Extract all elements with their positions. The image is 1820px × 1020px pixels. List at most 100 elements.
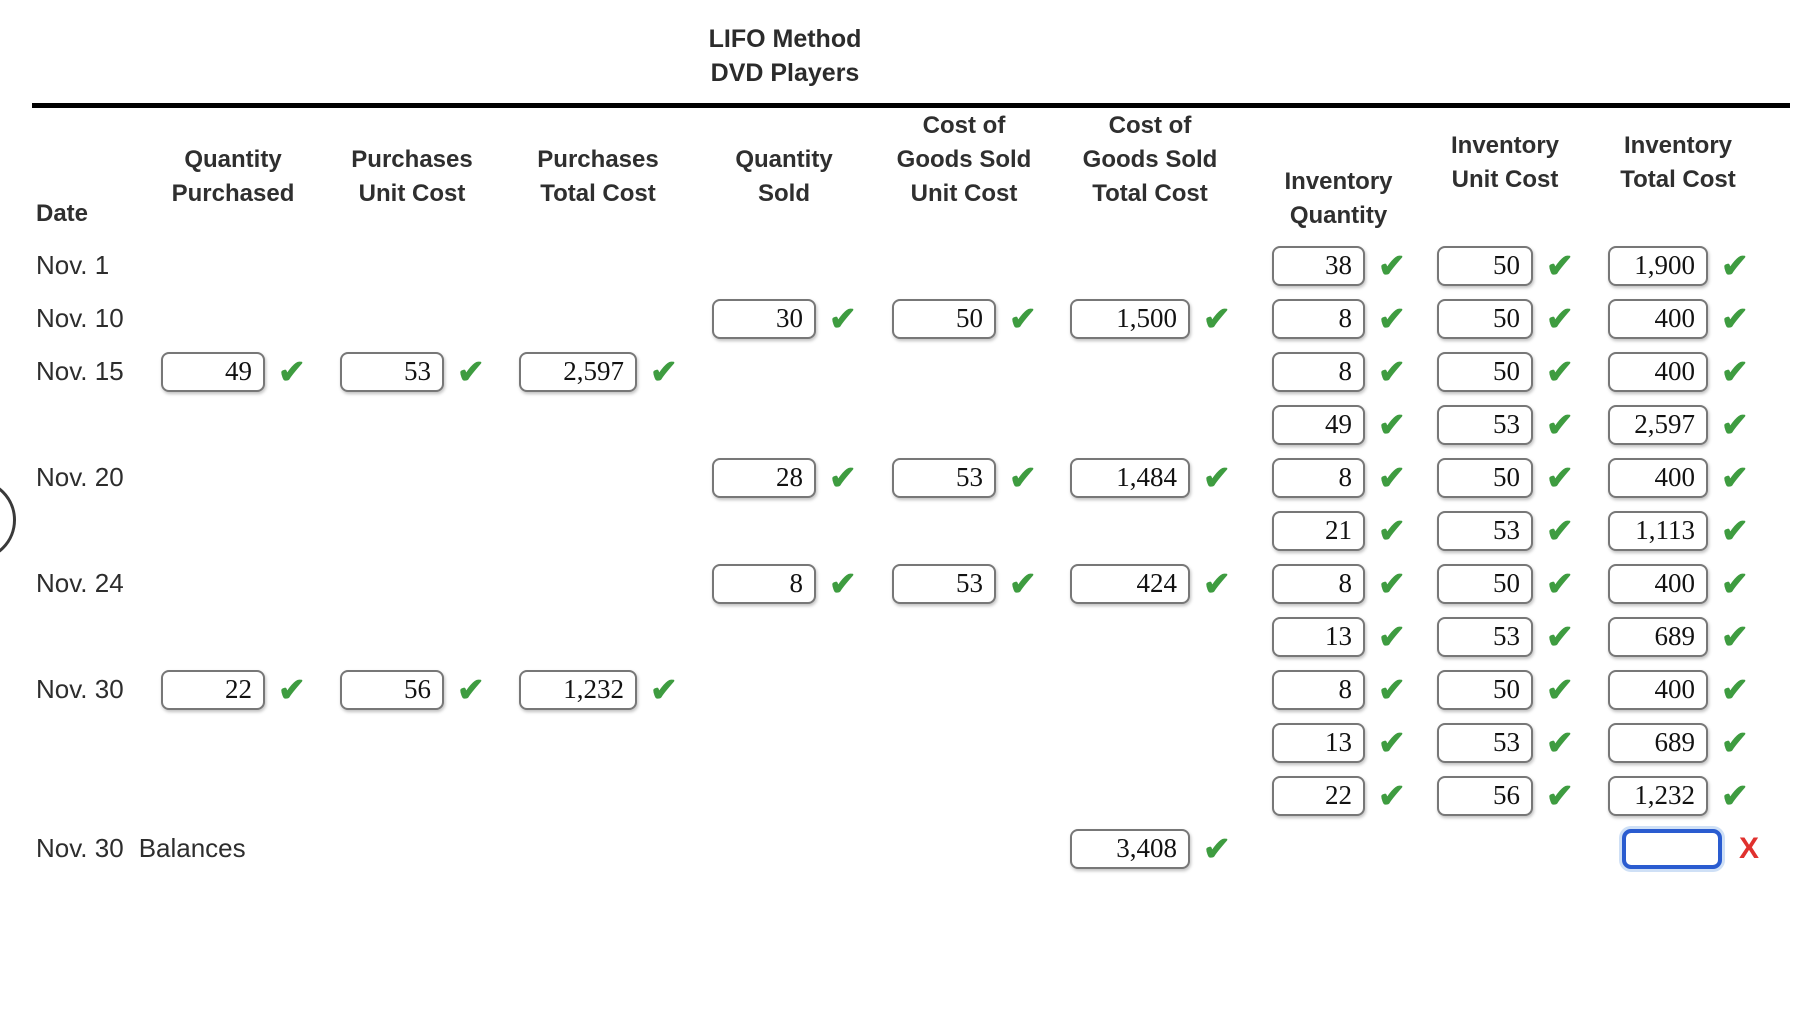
column-header-inventory-unit-cost: Inventory Unit Cost [1450, 132, 1560, 193]
column-header-date: Date [36, 200, 89, 227]
inventory-quantity-input[interactable]: 8 [1272, 563, 1365, 604]
table-row: Nov. 15 49 ✔ 53 ✔ 2,597 ✔ 8 ✔ 50 ✔ 400 ✔ [0, 345, 1820, 398]
inventory-quantity-input[interactable]: 13 [1272, 722, 1365, 763]
table-row: Nov. 30 22 ✔ 56 ✔ 1,232 ✔ 8 ✔ 50 ✔ 400 ✔ [0, 663, 1820, 716]
column-header-cogs-total-cost: Cost of Goods Sold Total Cost [1082, 112, 1218, 207]
inventory-quantity-input[interactable]: 8 [1272, 457, 1365, 498]
table-row: 22 ✔ 56 ✔ 1,232 ✔ [0, 769, 1820, 822]
inventory-quantity-input[interactable]: 13 [1272, 616, 1365, 657]
check-icon: ✔ [1378, 565, 1406, 602]
inventory-unit-cost-input[interactable]: 50 [1437, 563, 1533, 604]
cogs-total-cost-input[interactable]: 1,500 [1070, 298, 1190, 339]
inventory-total-cost-input[interactable]: 689 [1608, 616, 1708, 657]
inventory-quantity-input[interactable]: 38 [1272, 245, 1365, 286]
cogs-unit-cost-input[interactable]: 53 [892, 563, 996, 604]
input-value: 400 [1654, 303, 1696, 333]
inventory-unit-cost-input[interactable]: 53 [1437, 510, 1533, 551]
input-value: 2,597 [563, 356, 624, 386]
inventory-total-cost-input[interactable]: 400 [1608, 298, 1708, 339]
quantity-sold-input[interactable]: 28 [712, 457, 816, 498]
table-row: Nov. 30 Balances 3,408 ✔ X [0, 822, 1820, 875]
inventory-total-cost-input[interactable]: 400 [1608, 669, 1708, 710]
inventory-quantity-input[interactable]: 8 [1272, 351, 1365, 392]
inventory-unit-cost-input[interactable]: 53 [1437, 616, 1533, 657]
check-icon: ✔ [1721, 618, 1749, 655]
inventory-unit-cost-input[interactable]: 50 [1437, 351, 1533, 392]
balances-label: Balances [138, 833, 246, 863]
row-date-label: Nov. 15 [36, 356, 124, 386]
input-value: 50 [956, 303, 983, 333]
quantity-sold-input[interactable]: 30 [712, 298, 816, 339]
check-icon: ✔ [457, 671, 485, 708]
row-date-label: Nov. 30 [36, 674, 124, 704]
inventory-total-cost-input[interactable]: 1,113 [1608, 510, 1708, 551]
inventory-unit-cost-input[interactable]: 50 [1437, 457, 1533, 498]
cogs-unit-cost-input[interactable]: 50 [892, 298, 996, 339]
column-header-purchases-total-cost: Purchases Total Cost [537, 146, 659, 207]
inventory-total-cost-input[interactable]: 1,232 [1608, 775, 1708, 816]
inventory-unit-cost-input[interactable]: 50 [1437, 298, 1533, 339]
inventory-total-cost-input[interactable]: 2,597 [1608, 404, 1708, 445]
check-icon: ✔ [1203, 830, 1231, 867]
check-icon: ✔ [1546, 512, 1574, 549]
input-value: 56 [404, 674, 431, 704]
check-icon: ✔ [650, 671, 678, 708]
purchases-total-cost-input[interactable]: 1,232 [519, 669, 637, 710]
check-icon: ✔ [1203, 300, 1231, 337]
cogs-unit-cost-input[interactable]: 53 [892, 457, 996, 498]
input-value: 1,113 [1635, 515, 1695, 545]
purchases-unit-cost-input[interactable]: 56 [340, 669, 444, 710]
input-value: 49 [1325, 409, 1352, 439]
cogs-total-cost-input[interactable]: 3,408 [1070, 828, 1190, 869]
purchases-unit-cost-input[interactable]: 53 [340, 351, 444, 392]
inventory-total-cost-input[interactable]: 400 [1608, 563, 1708, 604]
input-value: 53 [1493, 409, 1520, 439]
input-value: 22 [1325, 780, 1352, 810]
quantity-sold-input[interactable]: 8 [712, 563, 816, 604]
table-row: 13 ✔ 53 ✔ 689 ✔ [0, 716, 1820, 769]
quantity-purchased-input[interactable]: 22 [161, 669, 265, 710]
check-icon: ✔ [1546, 618, 1574, 655]
inventory-quantity-input[interactable]: 8 [1272, 298, 1365, 339]
inventory-quantity-input[interactable]: 49 [1272, 404, 1365, 445]
inventory-unit-cost-input[interactable]: 50 [1437, 245, 1533, 286]
input-value: 3,408 [1116, 833, 1177, 863]
column-header-purchases-unit-cost: Purchases Unit Cost [351, 146, 473, 207]
inventory-unit-cost-input[interactable]: 56 [1437, 775, 1533, 816]
input-value: 49 [225, 356, 252, 386]
cogs-total-cost-input[interactable]: 1,484 [1070, 457, 1190, 498]
inventory-total-cost-input[interactable]: 400 [1608, 457, 1708, 498]
cogs-total-cost-input[interactable]: 424 [1070, 563, 1190, 604]
input-value: 13 [1325, 727, 1352, 757]
inventory-quantity-input[interactable]: 22 [1272, 775, 1365, 816]
table-row: 13 ✔ 53 ✔ 689 ✔ [0, 610, 1820, 663]
inventory-total-cost-input[interactable]: 1,900 [1608, 245, 1708, 286]
column-header-cogs-unit-cost: Cost of Goods Sold Unit Cost [896, 112, 1032, 207]
inventory-total-cost-input[interactable]: 400 [1608, 351, 1708, 392]
check-icon: ✔ [1546, 724, 1574, 761]
inventory-unit-cost-input[interactable]: 53 [1437, 722, 1533, 763]
check-icon: ✔ [1546, 353, 1574, 390]
input-value: 1,500 [1116, 303, 1177, 333]
check-icon: ✔ [1721, 353, 1749, 390]
column-header-inventory-total-cost: Inventory Total Cost [1620, 132, 1736, 193]
title-divider [32, 103, 1790, 108]
inventory-unit-cost-input[interactable]: 53 [1437, 404, 1533, 445]
inventory-quantity-input[interactable]: 21 [1272, 510, 1365, 551]
input-value: 8 [1338, 356, 1353, 386]
check-icon: ✔ [650, 353, 678, 390]
purchases-total-cost-input[interactable]: 2,597 [519, 351, 637, 392]
title-product: DVD Players [710, 59, 860, 87]
inventory-quantity-input[interactable]: 8 [1272, 669, 1365, 710]
check-icon: ✔ [1378, 247, 1406, 284]
check-icon: ✔ [1378, 671, 1406, 708]
inventory-total-cost-input[interactable]: 689 [1608, 722, 1708, 763]
table-row: 21 ✔ 53 ✔ 1,113 ✔ [0, 504, 1820, 557]
title-method: LIFO Method [708, 25, 862, 53]
input-value: 400 [1654, 462, 1696, 492]
input-value: 1,900 [1634, 250, 1695, 280]
input-value: 400 [1654, 568, 1696, 598]
inventory-total-cost-input[interactable] [1622, 828, 1722, 869]
quantity-purchased-input[interactable]: 49 [161, 351, 265, 392]
inventory-unit-cost-input[interactable]: 50 [1437, 669, 1533, 710]
